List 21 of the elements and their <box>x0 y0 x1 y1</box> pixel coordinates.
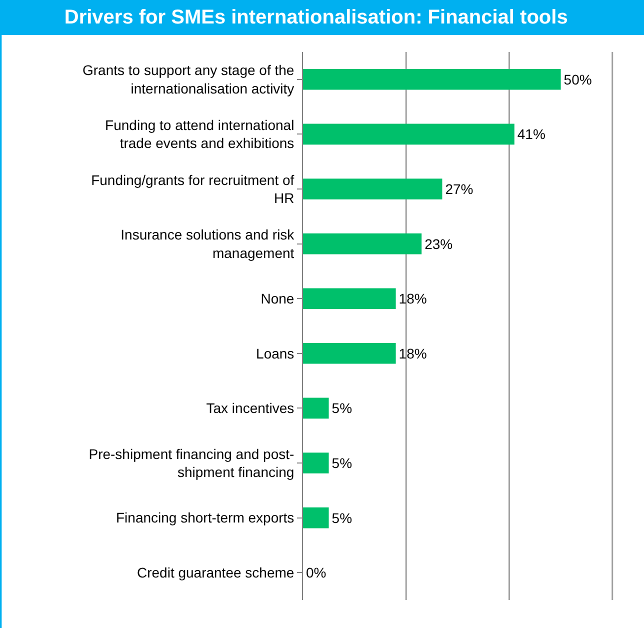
chart-title: Drivers for SMEs internationalisation: Financial tools <box>64 6 568 28</box>
y-tick-label: Tax incentives <box>206 400 294 416</box>
y-tick-label: Insurance solutions and risk management <box>120 226 296 261</box>
y-tick-label: Funding to attend international trade events and exhibitions <box>105 117 294 152</box>
y-tick-label: None <box>260 290 294 306</box>
data-label: 5% <box>332 400 352 416</box>
y-tick-label: Credit guarantee scheme <box>136 564 294 580</box>
data-label: 18% <box>398 290 427 307</box>
data-label: 41% <box>517 126 546 142</box>
y-tick-label: Pre-shipment financing and post-shipment financing <box>88 446 295 480</box>
data-label: 50% <box>564 71 592 88</box>
data-label: 27% <box>445 181 474 197</box>
y-tick-label: Loans <box>256 345 294 362</box>
data-label: 18% <box>398 345 427 362</box>
data-label: 5% <box>332 510 352 526</box>
y-tick-label: Funding/grants for recruitment of HR <box>91 172 294 206</box>
y-tick-label: Grants to support any stage of the internationalisation activity <box>82 62 294 96</box>
data-label: 23% <box>424 236 453 252</box>
data-label: 0% <box>306 564 326 581</box>
data-label: 5% <box>332 455 352 471</box>
y-tick-label: Financing short-term exports <box>116 510 294 526</box>
